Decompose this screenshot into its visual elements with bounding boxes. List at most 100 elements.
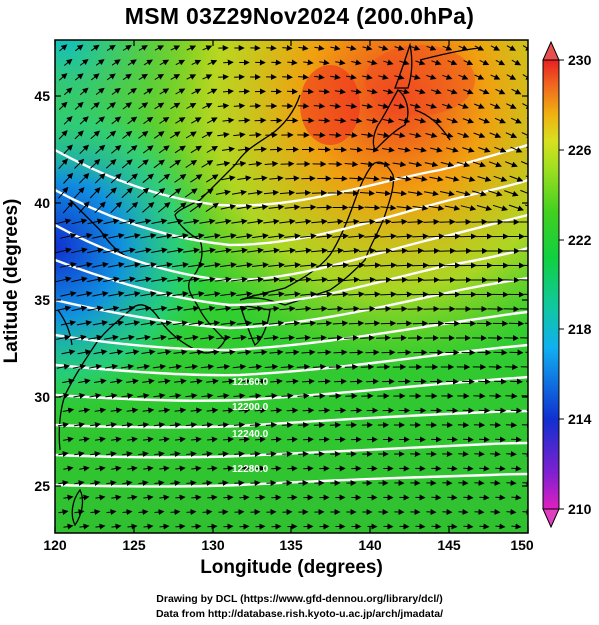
wind-vector	[140, 233, 157, 239]
wind-vector	[285, 175, 300, 182]
wind-vector	[527, 525, 528, 527]
wind-vector	[55, 305, 72, 312]
wind-vector	[279, 218, 296, 225]
wind-vector	[106, 102, 116, 110]
wind-vector	[90, 509, 101, 516]
wind-vector	[90, 102, 100, 110]
wind-vector	[143, 116, 154, 125]
wind-vector	[172, 320, 189, 327]
wind-vector	[490, 450, 501, 457]
wind-vector	[141, 349, 156, 356]
wind-vector	[191, 436, 202, 443]
wind-vector	[74, 480, 85, 487]
wind-vector	[138, 451, 149, 457]
wind-vector	[183, 276, 200, 283]
wind-vector	[488, 190, 503, 197]
wind-vector	[328, 161, 343, 168]
wind-vector	[492, 204, 508, 212]
wind-vector	[237, 146, 251, 153]
wind-vector	[127, 465, 138, 472]
wind-vector	[439, 190, 455, 197]
wind-vector	[510, 117, 522, 124]
wind-vector	[300, 291, 317, 298]
wind-vector	[175, 88, 186, 95]
wind-vector	[490, 479, 501, 486]
x-tick-label: 145	[437, 537, 461, 553]
wind-vector	[463, 523, 474, 530]
wind-vector	[458, 508, 469, 515]
wind-vector	[391, 190, 407, 197]
wind-vector	[72, 363, 87, 370]
wind-vector	[223, 436, 234, 443]
x-tick-label: 130	[201, 537, 225, 553]
wind-vector	[105, 187, 117, 199]
wind-vector	[216, 363, 231, 370]
wind-vector	[511, 88, 522, 95]
wind-vector	[284, 291, 301, 298]
wind-vector	[422, 247, 440, 254]
wind-vector	[200, 188, 214, 198]
wind-vector	[295, 247, 312, 254]
wind-vector	[172, 233, 189, 239]
wind-vector	[111, 87, 121, 95]
wind-vector	[218, 480, 229, 487]
wind-vector	[478, 117, 491, 124]
wind-vector	[175, 465, 186, 472]
wind-vector	[73, 187, 85, 199]
wind-vector	[284, 262, 301, 269]
wind-vector	[376, 334, 391, 341]
wind-vector	[265, 422, 278, 428]
wind-vector	[167, 276, 184, 283]
wind-vector	[175, 523, 186, 530]
wind-vector	[201, 160, 214, 168]
wind-vector	[424, 161, 439, 168]
wind-vector	[168, 334, 183, 341]
wind-vector	[510, 407, 523, 414]
wind-vector	[376, 161, 391, 168]
wind-vector	[410, 45, 421, 51]
wind-vector	[328, 334, 343, 341]
wind-vector	[61, 349, 76, 356]
wind-vector	[442, 74, 453, 80]
wind-vector	[348, 233, 365, 240]
wind-vector	[59, 44, 68, 52]
wind-vector	[431, 88, 442, 95]
wind-vector	[318, 117, 331, 124]
wind-vector	[441, 132, 454, 139]
wind-vector	[110, 378, 123, 385]
wind-vector	[364, 320, 381, 327]
x-tick-label: 120	[43, 537, 67, 553]
wind-vector	[184, 188, 198, 198]
wind-vector	[95, 494, 106, 501]
wind-vector	[119, 247, 136, 254]
wind-vector	[439, 218, 456, 225]
wind-vector	[473, 132, 486, 139]
x-axis-label: Longitude (degrees)	[200, 557, 383, 578]
wind-vector	[191, 523, 202, 530]
wind-vector	[105, 392, 118, 399]
wind-vector	[106, 451, 117, 457]
wind-vector	[60, 232, 77, 239]
wind-vector	[527, 59, 528, 61]
wind-vector	[374, 247, 392, 254]
wind-vector	[332, 320, 349, 327]
wind-vector	[104, 363, 119, 370]
wind-vector	[206, 407, 219, 414]
wind-vector	[429, 175, 444, 182]
wind-vector	[302, 88, 314, 95]
wind-vector	[505, 393, 518, 400]
wind-vector	[527, 88, 528, 90]
wind-vector	[207, 88, 218, 95]
wind-vector	[298, 44, 309, 51]
wind-vector	[126, 407, 139, 414]
wind-vector	[184, 334, 199, 341]
wind-vector	[237, 349, 252, 356]
wind-vector	[346, 74, 357, 80]
wind-vector	[264, 334, 279, 341]
wind-vector	[364, 204, 381, 211]
wind-vector	[300, 204, 317, 211]
wind-vector	[199, 276, 216, 283]
wind-vector	[380, 204, 397, 211]
wind-vector	[456, 161, 471, 168]
wind-vector	[76, 232, 93, 239]
